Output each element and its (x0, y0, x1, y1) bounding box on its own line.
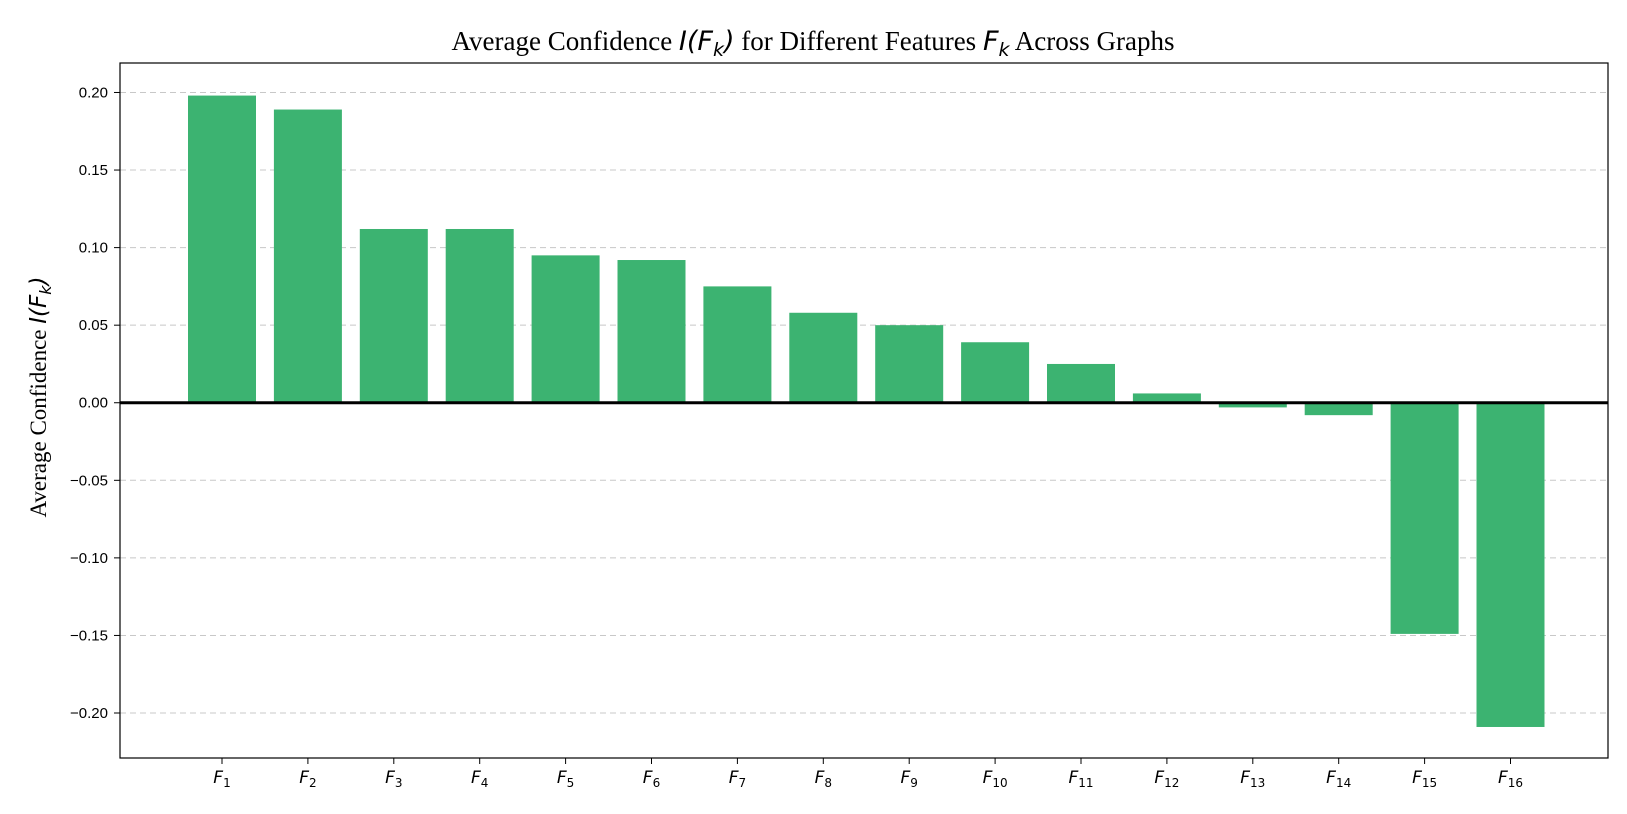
chart-title-suffix: Across Graphs (1009, 26, 1174, 56)
y-tick-label: −0.10 (70, 550, 108, 567)
bar-F4 (445, 228, 514, 403)
y-axis-label-prefix: Average Confidence (26, 324, 51, 518)
chart-title-math2: F (983, 26, 999, 57)
y-tick-label: −0.20 (70, 705, 108, 722)
x-tick-label-F1: F1 (213, 768, 230, 790)
bar-F3 (359, 228, 428, 403)
bar-F11 (1047, 363, 1115, 403)
x-tick-label-F7: F7 (729, 768, 746, 790)
x-tick-label-F3: F3 (385, 768, 402, 790)
bar-F5 (531, 255, 600, 403)
y-axis-label-math-open: (F (26, 294, 52, 317)
x-tick-label-F2: F2 (299, 768, 316, 790)
y-tick-label: 0.15 (79, 162, 108, 179)
bar-F7 (703, 286, 772, 403)
bar-F13 (1218, 402, 1287, 408)
bar-F12 (1132, 393, 1201, 403)
gridlines (120, 91, 1608, 714)
bar-F2 (273, 109, 342, 403)
x-tick-label-F8: F8 (815, 768, 832, 790)
y-tick-label: −0.05 (70, 472, 108, 489)
chart-title-math2-sub: k (998, 39, 1010, 61)
y-tick-label: 0.00 (79, 395, 108, 412)
y-tick-label: 0.10 (79, 240, 108, 257)
chart-title: Average Confidence I(Fk) for Different F… (452, 26, 1175, 61)
y-axis-label: Average Confidence I(Fk) (26, 277, 55, 518)
x-tick-label-F9: F9 (900, 768, 917, 790)
bar-F9 (875, 325, 944, 403)
y-axis-label-math-close: ) (26, 277, 52, 288)
x-tick-label-F10: F10 (983, 768, 1008, 790)
x-tick-label-F11: F11 (1068, 768, 1093, 790)
chart-title-math-open: (F (687, 26, 714, 57)
x-tick-label-F14: F14 (1326, 768, 1351, 790)
bars (188, 95, 1545, 727)
bar-F15 (1390, 402, 1459, 634)
x-tick-label-F16: F16 (1498, 768, 1523, 790)
y-tick-label: 0.05 (79, 317, 108, 334)
chart-title-math-sub: k (713, 39, 725, 61)
x-tick-label-F4: F4 (471, 768, 488, 790)
chart-title-math-base: I (679, 26, 687, 57)
y-axis-label-math-sub: k (36, 285, 55, 295)
bar-F6 (617, 260, 686, 403)
bar-F1 (188, 95, 256, 403)
chart-title-prefix: Average Confidence (452, 26, 679, 56)
y-axis-ticks: 0.20 0.15 0.10 0.05 0.00 −0.05 −0.10 −0.15 −0.20 (70, 84, 120, 722)
x-tick-label-F13: F13 (1240, 768, 1265, 790)
bar-F8 (789, 312, 858, 403)
x-tick-label-F6: F6 (643, 768, 660, 790)
x-tick-label-F5: F5 (557, 768, 574, 790)
x-tick-label-F12: F12 (1154, 768, 1179, 790)
bar-F14 (1304, 402, 1373, 416)
bar-F10 (961, 342, 1030, 403)
chart-title-math-close: ) (722, 26, 735, 57)
y-tick-label: 0.20 (79, 84, 108, 101)
y-axis-label-math-base: I (26, 317, 52, 324)
y-tick-label: −0.15 (70, 627, 108, 644)
plot-frame (119, 62, 1609, 759)
chart-title-middle: for Different Features (735, 26, 983, 56)
x-axis-ticks: F1 F2 F3 F4 F5 F6 F7 F8 F9 F10 F11 F12 F13 F14 F15 F16 (213, 758, 1523, 790)
x-tick-label-F15: F15 (1412, 768, 1437, 790)
bar-F16 (1476, 402, 1545, 727)
